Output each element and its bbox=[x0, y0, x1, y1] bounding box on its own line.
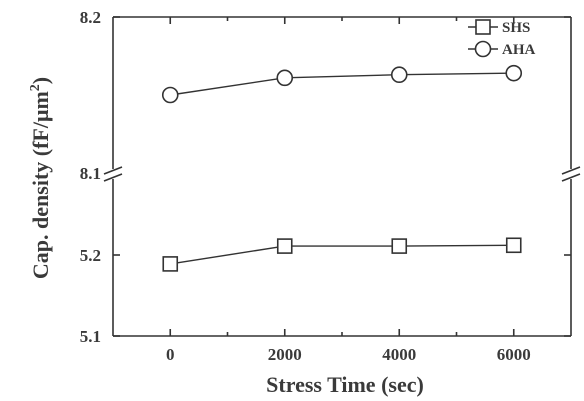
series-line-shs bbox=[170, 244, 514, 265]
legend-label-aha: AHA bbox=[502, 42, 536, 58]
y-tick-label: 8.1 bbox=[80, 164, 101, 183]
y-axis-label-main: Cap. density (fF/μm bbox=[28, 91, 53, 279]
y-tick-label: 5.1 bbox=[80, 327, 101, 346]
axis-break-mark-left-1 bbox=[103, 166, 123, 175]
data-point-aha bbox=[276, 69, 294, 87]
data-point-aha bbox=[161, 86, 179, 104]
axis-ticks: 0 2000 4000 6000 8.1 8.2 5.1 5.2 bbox=[80, 8, 571, 364]
x-tick-label: 6000 bbox=[497, 345, 531, 364]
y-tick-label: 8.2 bbox=[80, 8, 101, 27]
x-axis-label: Stress Time (sec) bbox=[266, 372, 424, 397]
axis-break-mark-right-1 bbox=[561, 166, 581, 175]
y-axis-label-close: ) bbox=[28, 77, 53, 84]
data-point-shs bbox=[391, 238, 408, 254]
legend-marker-aha bbox=[474, 40, 492, 58]
plot-frame bbox=[103, 16, 581, 337]
y-axis-label: Cap. density (fF/μm2) bbox=[28, 77, 53, 279]
x-tick-label: 0 bbox=[166, 345, 175, 364]
legend-marker-shs bbox=[475, 19, 491, 35]
data-point-shs bbox=[162, 256, 179, 272]
y-tick-label: 5.2 bbox=[80, 246, 101, 265]
x-tick-label: 4000 bbox=[382, 345, 416, 364]
axis-break-mark-left-2 bbox=[103, 173, 123, 182]
axis-break-mark-right-2 bbox=[561, 173, 581, 182]
legend: SHS AHA bbox=[468, 19, 536, 58]
data-point-aha bbox=[505, 64, 523, 82]
y-axis-label-superscript: 2 bbox=[28, 84, 43, 91]
series-line-aha bbox=[170, 72, 514, 96]
series-layer bbox=[161, 64, 523, 272]
legend-label-shs: SHS bbox=[502, 20, 530, 36]
data-point-aha bbox=[390, 66, 408, 84]
data-point-shs bbox=[276, 238, 293, 254]
x-tick-label: 2000 bbox=[268, 345, 302, 364]
data-point-shs bbox=[505, 237, 522, 254]
